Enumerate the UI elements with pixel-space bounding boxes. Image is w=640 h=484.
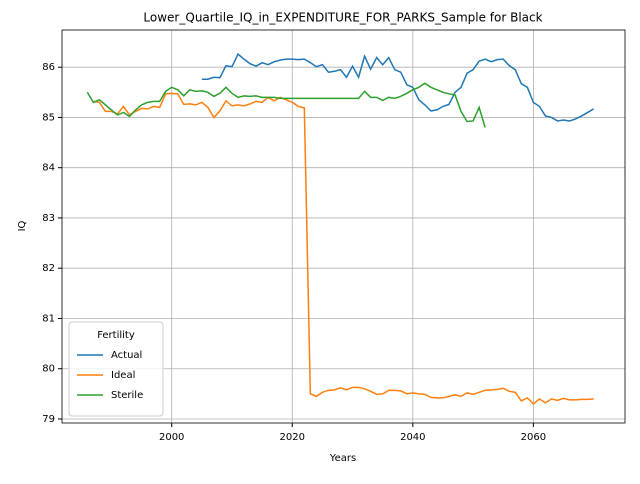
y-tick-label: 80 (42, 364, 55, 375)
legend-label: Sterile (111, 390, 143, 401)
legend-box (68, 321, 164, 417)
y-tick-label: 81 (42, 313, 55, 324)
legend-label: Actual (111, 350, 142, 361)
legend-label: Ideal (111, 370, 135, 381)
y-tick-label: 86 (42, 62, 55, 73)
y-axis-label: IQ (17, 220, 28, 231)
x-tick-label: 2060 (521, 432, 546, 443)
chart-title: Lower_Quartile_IQ_in_EXPENDITURE_FOR_PAR… (143, 11, 542, 25)
series-line (201, 52, 595, 122)
y-tick-label: 82 (42, 263, 55, 274)
legend-title: Fertility (97, 330, 135, 341)
axes-frame (61, 29, 626, 424)
y-tick-label: 85 (42, 112, 55, 123)
series-line (86, 82, 486, 128)
series-line (93, 92, 594, 405)
x-tick-label: 2000 (159, 432, 184, 443)
x-tick-label: 2020 (280, 432, 305, 443)
x-axis-label: Years (329, 453, 356, 464)
y-tick-label: 83 (42, 213, 55, 224)
x-tick-label: 2040 (400, 432, 425, 443)
y-tick-label: 84 (42, 163, 55, 174)
y-tick-label: 79 (42, 414, 55, 425)
